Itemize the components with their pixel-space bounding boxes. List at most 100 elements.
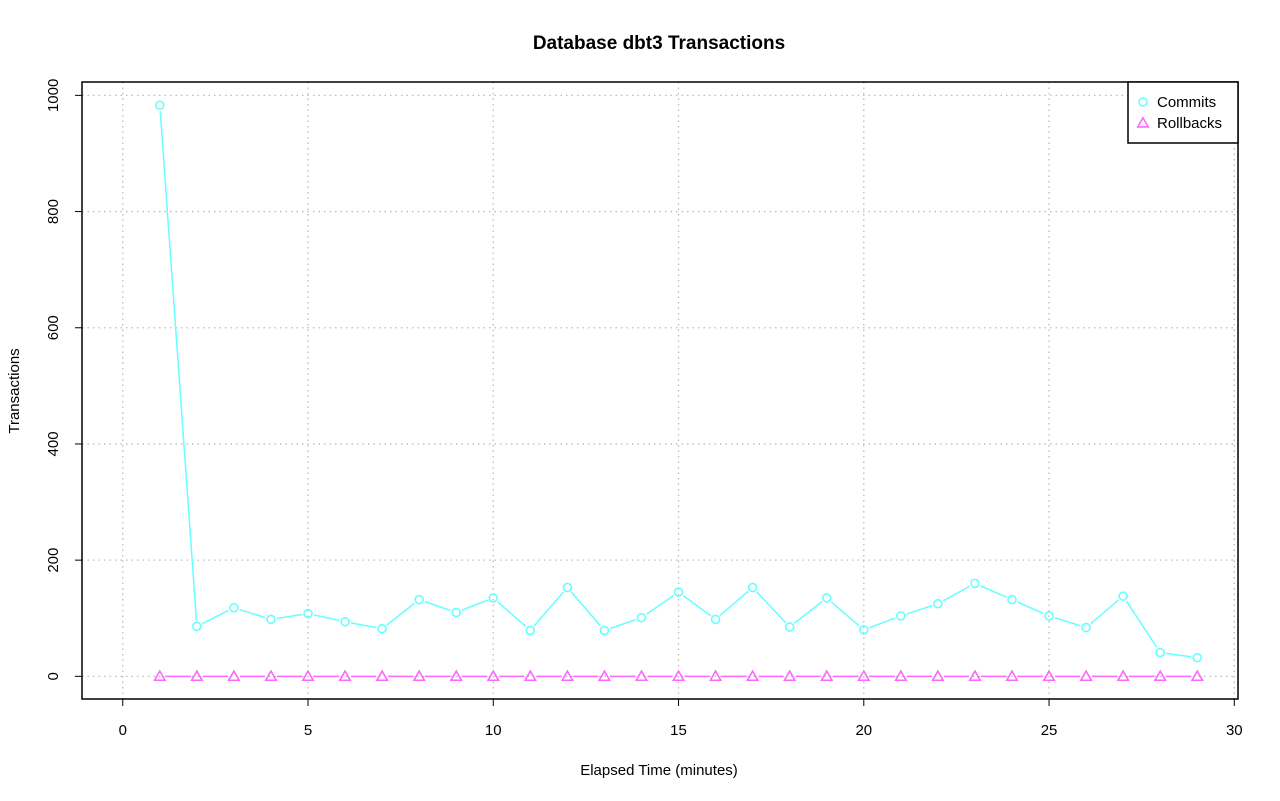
- x-tick-label: 5: [304, 722, 312, 739]
- data-point-rollbacks: [820, 669, 834, 682]
- data-point-commits: [562, 582, 573, 593]
- series-line-segment: [424, 600, 451, 612]
- data-point-rollbacks: [708, 669, 723, 682]
- data-point-commits: [1192, 652, 1203, 663]
- data-point-rollbacks: [931, 669, 945, 682]
- series-rollbacks: [153, 669, 1204, 682]
- data-point-commits: [896, 611, 906, 621]
- data-point-commits: [784, 622, 795, 632]
- series-line-segment: [350, 622, 377, 629]
- data-point-commits: [488, 593, 499, 603]
- series-line-segment: [159, 111, 198, 621]
- legend: Commits Rollbacks: [1127, 81, 1239, 144]
- data-point-rollbacks: [1153, 669, 1167, 682]
- data-point-commits: [525, 625, 536, 636]
- x-axis-label: Elapsed Time (minutes): [580, 762, 738, 779]
- x-tick-label: 30: [1226, 722, 1243, 739]
- data-point-commits: [192, 621, 202, 632]
- series-line-segment: [980, 585, 1007, 598]
- data-point-commits: [1044, 611, 1054, 621]
- data-point-rollbacks: [1042, 669, 1056, 682]
- data-point-commits: [451, 607, 462, 618]
- series-line-segment: [1090, 599, 1120, 625]
- data-point-rollbacks: [449, 669, 463, 682]
- data-point-commits: [636, 612, 647, 623]
- legend-label-rollbacks: Rollbacks: [1157, 115, 1222, 132]
- data-point-commits: [266, 614, 276, 625]
- data-point-commits: [414, 594, 424, 605]
- data-point-commits: [229, 602, 239, 613]
- series-line-segment: [276, 613, 303, 620]
- series-line-segment: [942, 585, 971, 602]
- data-point-commits: [1118, 591, 1128, 601]
- series-line-segment: [313, 614, 340, 622]
- data-point-rollbacks: [560, 669, 574, 682]
- series-layer: [153, 100, 1204, 682]
- series-line-segment: [793, 601, 823, 624]
- data-point-rollbacks: [1005, 669, 1019, 682]
- series-line-segment: [1166, 652, 1192, 658]
- legend-marker-commits: [1138, 97, 1148, 107]
- chart-title: Database dbt3 Transactions: [533, 33, 785, 54]
- series-line-segment: [719, 590, 749, 617]
- series-line-segment: [830, 601, 860, 627]
- data-point-commits: [858, 625, 869, 635]
- data-point-commits: [1007, 594, 1017, 605]
- y-tick-label: 400: [45, 431, 62, 456]
- series-line-segment: [1017, 601, 1044, 615]
- data-point-commits: [377, 623, 387, 634]
- series-line-segment: [497, 601, 527, 628]
- data-point-rollbacks: [894, 669, 908, 682]
- x-tick-label: 25: [1041, 722, 1058, 739]
- data-point-commits: [1155, 647, 1165, 658]
- legend-marker-rollbacks: [1136, 116, 1150, 128]
- data-point-commits: [155, 100, 165, 111]
- data-point-rollbacks: [1079, 669, 1093, 682]
- data-point-rollbacks: [375, 669, 389, 682]
- data-point-rollbacks: [783, 669, 797, 682]
- data-point-commits: [673, 587, 684, 597]
- y-tick-label: 200: [45, 548, 62, 573]
- data-point-rollbacks: [190, 669, 204, 682]
- x-tick-label: 0: [119, 722, 127, 739]
- data-point-commits: [303, 608, 313, 619]
- x-tick-label: 10: [485, 722, 502, 739]
- data-point-rollbacks: [412, 669, 426, 682]
- series-line-segment: [609, 618, 637, 630]
- y-tick-label: 600: [45, 315, 62, 340]
- data-point-commits: [821, 593, 832, 603]
- series-line-segment: [461, 599, 488, 611]
- data-point-commits: [340, 616, 350, 627]
- data-point-rollbacks: [597, 669, 612, 682]
- series-line-segment: [906, 604, 933, 615]
- y-tick-label: 1000: [45, 79, 62, 112]
- legend-box: [1127, 81, 1239, 144]
- series-line-segment: [645, 594, 675, 615]
- grid-lines: [82, 82, 1238, 699]
- series-commits: [155, 100, 1203, 663]
- data-point-rollbacks: [857, 669, 871, 682]
- data-point-rollbacks: [523, 669, 537, 682]
- plot-frame: [81, 81, 1239, 700]
- series-line-segment: [1125, 600, 1158, 648]
- data-point-rollbacks: [634, 669, 649, 682]
- data-point-commits: [747, 582, 758, 593]
- series-line-segment: [756, 591, 787, 624]
- data-point-rollbacks: [264, 669, 278, 682]
- x-tick-label: 20: [855, 722, 872, 739]
- series-line-segment: [1054, 616, 1081, 627]
- data-point-rollbacks: [227, 669, 241, 682]
- series-line-segment: [533, 591, 565, 627]
- data-point-rollbacks: [746, 669, 760, 682]
- data-point-rollbacks: [968, 669, 982, 682]
- series-line-segment: [682, 595, 712, 617]
- y-tick-label: 800: [45, 199, 62, 224]
- data-point-commits: [1081, 622, 1091, 633]
- legend-label-commits: Commits: [1157, 94, 1216, 111]
- y-axis-label: Transactions: [6, 348, 23, 433]
- data-point-rollbacks: [1190, 669, 1204, 682]
- series-line-segment: [386, 602, 415, 626]
- axes: 0 5 10 15 20 25 30 0 200 400 600 800 1000: [45, 79, 1243, 739]
- series-line-segment: [201, 609, 229, 625]
